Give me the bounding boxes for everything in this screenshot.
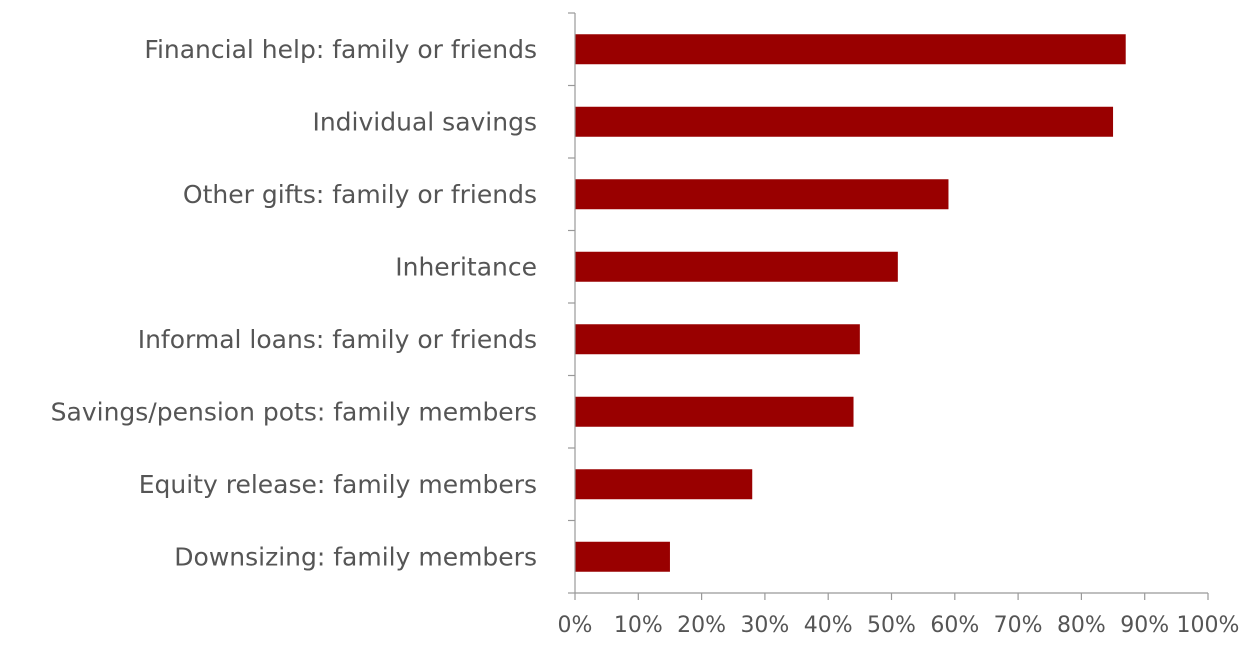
category-label-5: Savings/pension pots: family members bbox=[51, 397, 537, 426]
bar-4 bbox=[575, 324, 860, 355]
bar-6 bbox=[575, 469, 753, 500]
category-label-4: Informal loans: family or friends bbox=[138, 325, 537, 354]
x-tick-label-2: 20% bbox=[677, 613, 726, 638]
category-label-3: Inheritance bbox=[395, 252, 537, 281]
category-label-7: Downsizing: family members bbox=[174, 542, 537, 571]
axes-group bbox=[568, 12, 1209, 600]
category-label-2: Other gifts: family or friends bbox=[183, 180, 537, 209]
x-tick-labels: 0% 10% 20% 30% 40% 50% 60% 70% 80% 90% 100% bbox=[558, 613, 1240, 638]
bar-0 bbox=[575, 34, 1126, 65]
bar-3 bbox=[575, 251, 898, 282]
x-tick-label-5: 50% bbox=[867, 613, 916, 638]
x-tick-label-8: 80% bbox=[1057, 613, 1106, 638]
x-tick-label-7: 70% bbox=[994, 613, 1043, 638]
x-tick-label-10: 100% bbox=[1177, 613, 1240, 638]
category-label-0: Financial help: family or friends bbox=[144, 35, 537, 64]
x-tick-label-6: 60% bbox=[930, 613, 979, 638]
x-tick-label-0: 0% bbox=[558, 613, 593, 638]
bar-2 bbox=[575, 179, 949, 210]
x-tick-label-1: 10% bbox=[614, 613, 663, 638]
bars-group bbox=[575, 34, 1126, 572]
category-label-1: Individual savings bbox=[312, 107, 537, 136]
x-tick-label-4: 40% bbox=[804, 613, 853, 638]
category-labels: Financial help: family or friends Individ… bbox=[51, 35, 537, 572]
x-tick-label-3: 30% bbox=[740, 613, 789, 638]
bar-5 bbox=[575, 396, 854, 427]
x-tick-label-9: 90% bbox=[1120, 613, 1169, 638]
bar-7 bbox=[575, 541, 670, 572]
bar-1 bbox=[575, 106, 1114, 137]
category-label-6: Equity release: family members bbox=[139, 470, 537, 499]
